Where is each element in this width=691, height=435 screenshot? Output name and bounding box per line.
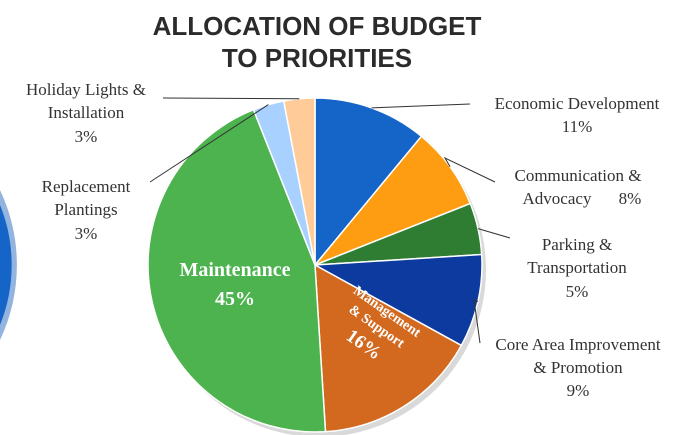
slice-value: 9%: [567, 381, 590, 400]
slice-value: 45%: [215, 288, 255, 310]
pie-slices: [147, 97, 483, 433]
slice-label: Communication &: [514, 166, 641, 185]
slice-label: Maintenance: [179, 259, 290, 281]
slice-label: & Promotion: [533, 358, 623, 377]
slice-value: 11%: [562, 117, 593, 136]
slice-label: Holiday Lights &: [26, 80, 146, 99]
leader-line: [149, 104, 269, 183]
slice-label: Plantings: [54, 200, 117, 219]
label-maintenance: Maintenance 45%: [179, 259, 290, 310]
leader-line: [473, 299, 481, 344]
label-economic-development: Economic Development 11%: [495, 94, 660, 136]
slice-label: Advocacy: [523, 189, 592, 208]
leader-line: [443, 156, 496, 183]
label-replacement-plantings: Replacement Plantings 3%: [42, 177, 131, 243]
slice-label: Replacement: [42, 177, 131, 196]
slice-label: Transportation: [527, 258, 627, 277]
chart-title: ALLOCATION OF BUDGET TO PRIORITIES: [153, 11, 482, 73]
label-core-area-improvement: Core Area Improvement & Promotion 9%: [495, 335, 660, 400]
pie-slice-management-support: [314, 263, 463, 433]
slice-value: 8%: [619, 189, 642, 208]
pie-slice-maintenance: [147, 108, 327, 433]
slice-label: Installation: [48, 103, 125, 122]
slice-label: Parking &: [542, 235, 612, 254]
leader-line: [477, 228, 511, 239]
label-parking-transportation: Parking & Transportation 5%: [527, 235, 627, 301]
pie-slice-economic-development: [314, 97, 423, 268]
leader-lines: [149, 97, 511, 344]
slice-value: 5%: [566, 282, 589, 301]
slice-value: 3%: [75, 127, 98, 146]
adjacent-chart-fragment: [0, 190, 17, 340]
slice-label: Economic Development: [495, 94, 660, 113]
label-communication-advocacy: Communication & Advocacy 8%: [514, 166, 641, 208]
chart-title-line-2: TO PRIORITIES: [222, 43, 412, 73]
label-holiday-lights: Holiday Lights & Installation 3%: [26, 80, 146, 146]
slice-value: 3%: [75, 224, 98, 243]
slice-label: Core Area Improvement: [495, 335, 660, 354]
chart-title-line-1: ALLOCATION OF BUDGET: [153, 11, 482, 41]
leader-line: [371, 103, 471, 109]
leader-line: [162, 97, 300, 100]
